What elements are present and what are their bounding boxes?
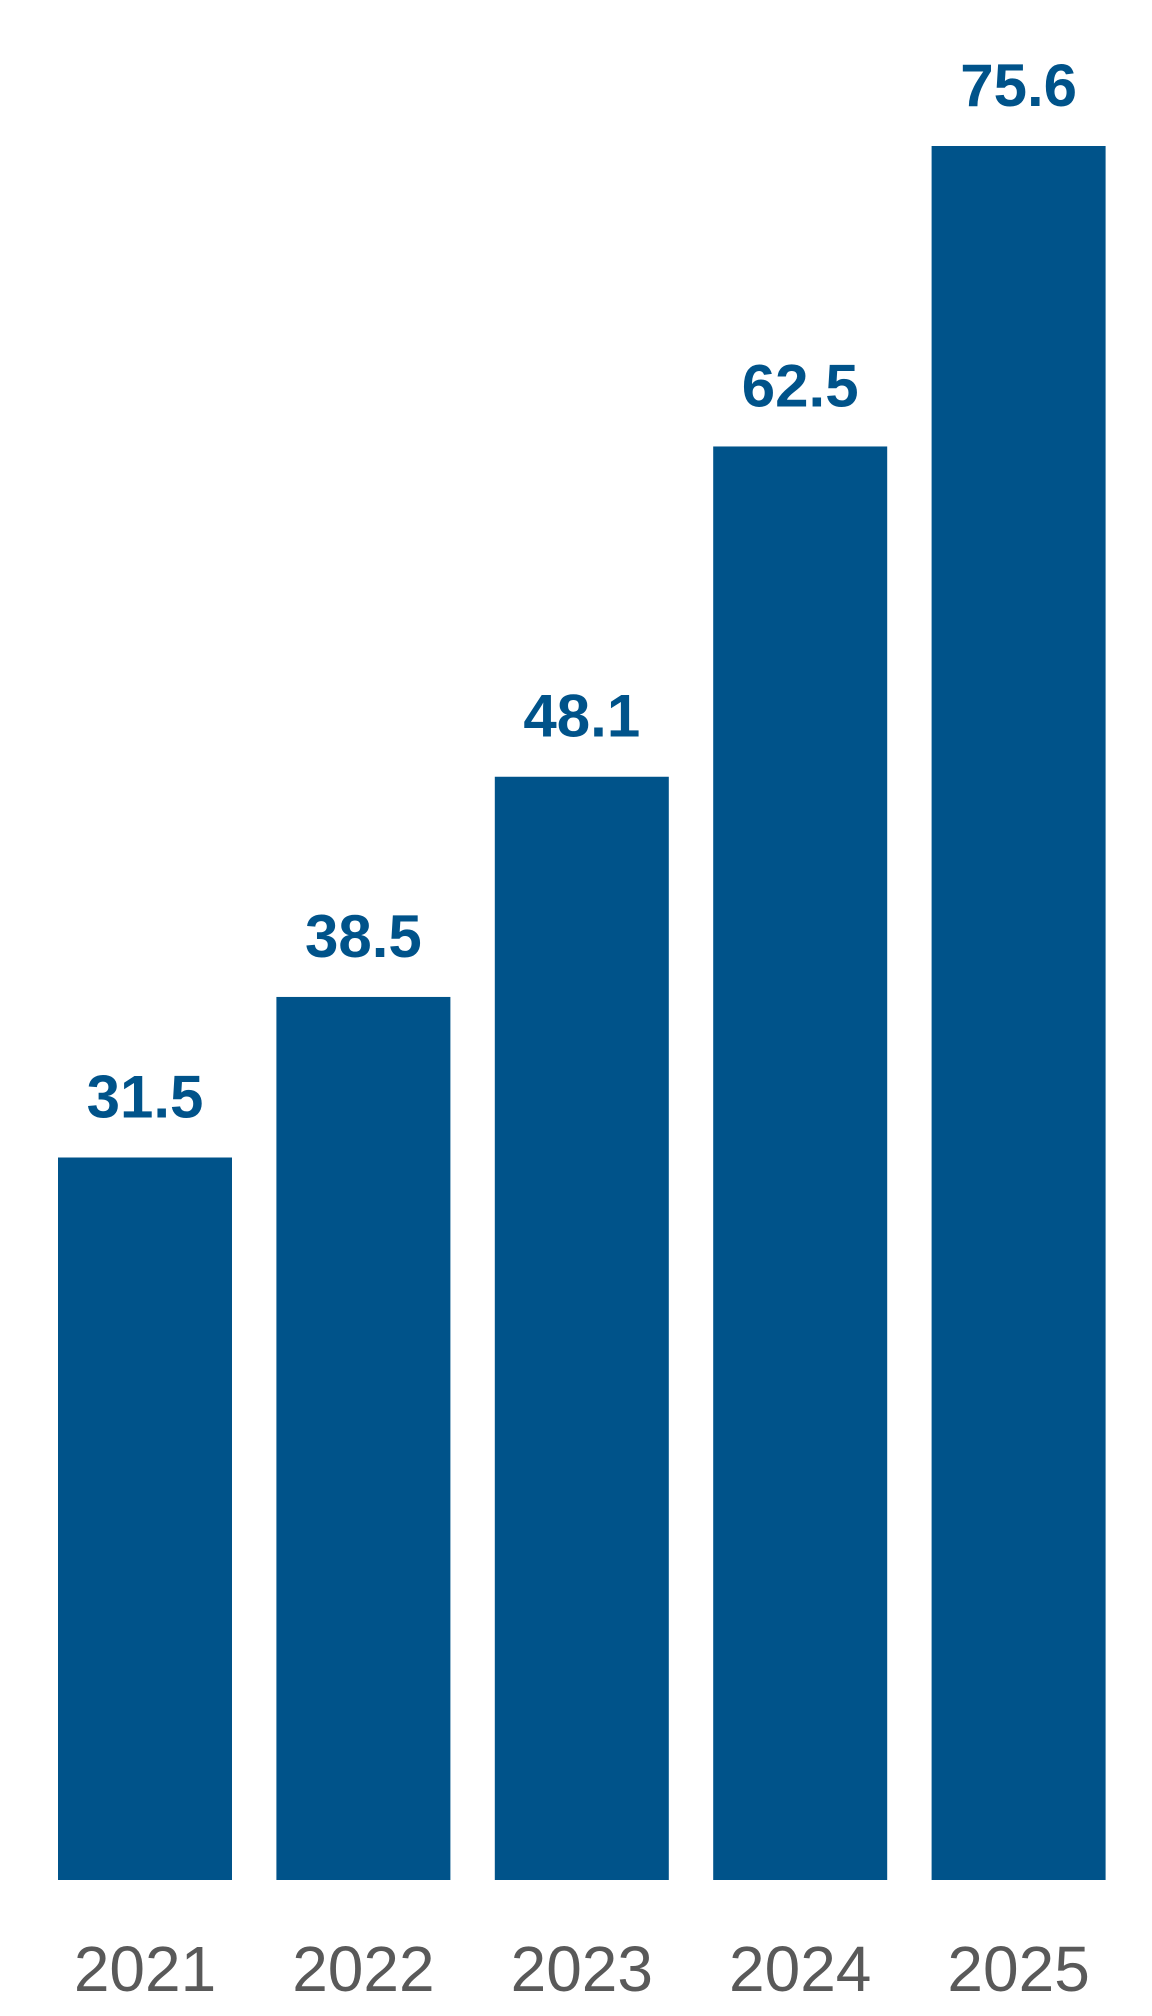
x-tick-label: 2025: [947, 1933, 1089, 2005]
value-label: 31.5: [87, 1063, 204, 1130]
x-tick-label: 2021: [74, 1933, 216, 2005]
bar: [276, 996, 451, 1880]
x-tick-label: 2023: [511, 1933, 653, 2005]
bar: [713, 446, 888, 1880]
value-label: 75.6: [960, 52, 1077, 119]
value-label: 38.5: [305, 903, 422, 970]
value-label: 48.1: [523, 683, 640, 750]
bar: [494, 776, 669, 1881]
bar: [58, 1157, 232, 1880]
value-label: 62.5: [742, 352, 859, 419]
x-tick-label: 2022: [292, 1933, 434, 2005]
bar: [931, 146, 1106, 1880]
x-tick-label: 2024: [729, 1933, 871, 2005]
